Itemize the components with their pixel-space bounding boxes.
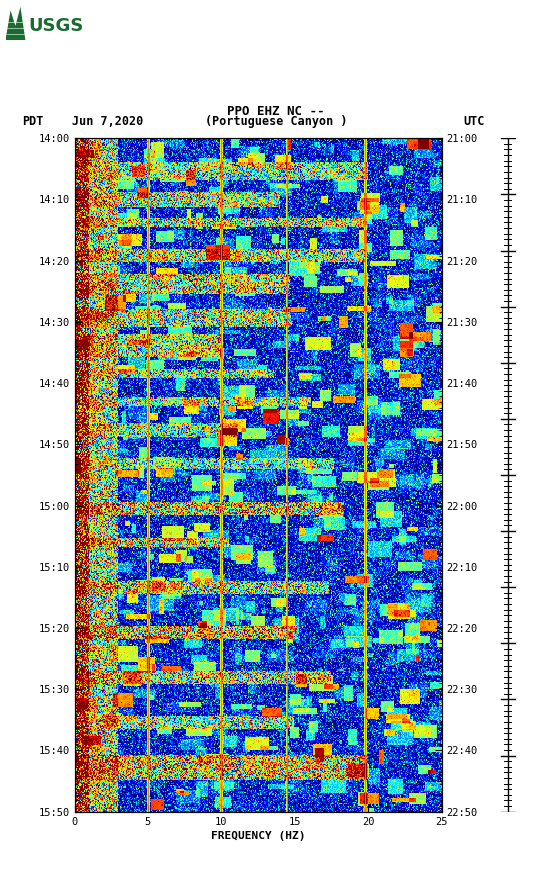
Text: PPO EHZ NC --: PPO EHZ NC -- [227,104,325,118]
Polygon shape [6,7,25,40]
Text: USGS: USGS [28,17,84,35]
Text: (Portuguese Canyon ): (Portuguese Canyon ) [205,115,347,128]
Text: UTC: UTC [464,115,485,128]
Text: Jun 7,2020: Jun 7,2020 [72,115,143,128]
X-axis label: FREQUENCY (HZ): FREQUENCY (HZ) [211,830,305,841]
Text: PDT: PDT [22,115,44,128]
